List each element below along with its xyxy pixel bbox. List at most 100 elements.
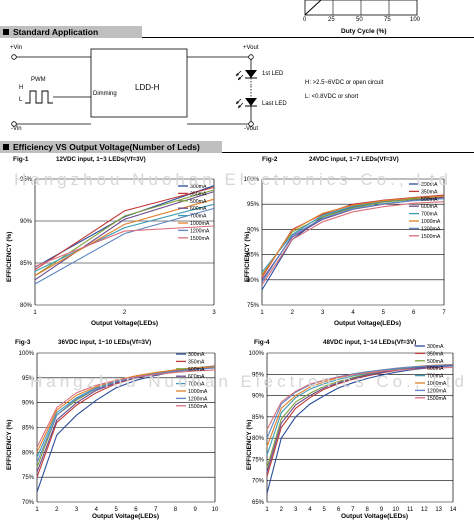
- fig-label: Fig-4: [254, 339, 270, 346]
- led-first-label: 1st LED: [262, 71, 284, 77]
- duty-tick-0: 0: [303, 17, 307, 23]
- fig-label: Fig-3: [15, 339, 31, 346]
- x-tick-label: 2: [123, 310, 127, 316]
- series-line-350mA: [266, 364, 454, 477]
- y-tick-label: 90%: [252, 394, 265, 400]
- section-title: Efficiency VS Output Voltage(Number of L…: [13, 142, 200, 152]
- x-axis-label: Output Voltage(LEDs): [91, 320, 159, 327]
- y-tick-label: 75%: [247, 303, 260, 309]
- legend-label: 700mA: [188, 382, 205, 388]
- note-low: L: <0.8VDC or short: [305, 94, 359, 100]
- x-tick-label: 11: [407, 507, 414, 513]
- y-tick-label: 95%: [20, 177, 33, 183]
- x-tick-label: 10: [392, 507, 399, 513]
- legend-label: 1500mA: [421, 234, 441, 240]
- series-line-300mA: [266, 365, 454, 494]
- pwm-low-label: L: [19, 97, 23, 103]
- series-line-700mA: [34, 203, 215, 272]
- y-tick-label: 85%: [252, 415, 265, 421]
- x-tick-label: 9: [194, 507, 198, 513]
- legend-label: 1000mA: [190, 221, 210, 227]
- x-tick-label: 3: [212, 310, 216, 316]
- y-tick-label: 75%: [252, 457, 265, 463]
- x-tick-label: 2: [291, 310, 295, 316]
- series-line-350mA: [34, 186, 215, 271]
- chart-fig-3: Fig-3 36VDC input, 1~10 LEDs(Vf=3V) 70% 7…: [0, 338, 237, 525]
- legend-label: 600mA: [427, 366, 444, 372]
- chart-title: 36VDC input, 1~10 LEDs(Vf=3V): [58, 339, 152, 346]
- x-tick-label: 2: [55, 507, 59, 513]
- y-tick-label: 95%: [22, 376, 35, 382]
- x-tick-label: 3: [75, 507, 79, 513]
- legend-label: 1200mA: [427, 388, 447, 394]
- y-tick-label: 75%: [22, 475, 35, 481]
- vin-minus-label: -Vin: [11, 126, 22, 132]
- y-tick-label: 90%: [20, 219, 33, 225]
- section-header-efficiency: Efficiency VS Output Voltage(Number of L…: [0, 141, 474, 153]
- series-line-600mA: [36, 366, 216, 473]
- x-tick-label: 7: [351, 507, 355, 513]
- dimming-label: Dimming: [93, 91, 117, 97]
- x-tick-label: 8: [174, 507, 178, 513]
- y-axis-label: EFFICIENCY (%): [246, 419, 253, 470]
- y-tick-label: 100%: [19, 351, 35, 357]
- x-tick-label: 4: [351, 310, 355, 316]
- chart-plot-3: 70% 75% 80% 85% 90% 95% 100% 1 2 3 4 5 6 7 8 9 10 300mA35…: [19, 351, 219, 513]
- vout-minus-label: -Vout: [244, 126, 259, 132]
- legend-label: 1200mA: [188, 396, 208, 402]
- legend-label: 1500mA: [188, 404, 208, 410]
- x-tick-label: 6: [412, 310, 416, 316]
- x-tick-label: 8: [365, 507, 369, 513]
- legend-label: 300mA: [190, 184, 207, 190]
- legend-label: 600mA: [190, 206, 207, 212]
- legend-label: 1500mA: [427, 396, 447, 402]
- y-tick-label: 70%: [22, 500, 35, 506]
- legend-label: 600mA: [421, 204, 438, 210]
- legend-label: 700mA: [421, 212, 438, 218]
- legend-label: 500mA: [190, 199, 207, 205]
- legend-label: 350mA: [188, 359, 205, 365]
- duty-tick-100: 100: [410, 17, 421, 23]
- bullet-square-icon: [3, 29, 9, 35]
- chart-fig-4: Fig-4 48VDC input, 1~14 LEDs(Vf=3V) 65% 7…: [237, 338, 474, 525]
- series-line-1500mA: [36, 369, 216, 448]
- x-tick-label: 6: [337, 507, 341, 513]
- duty-xlabel: Duty Cycle (%): [341, 28, 387, 35]
- x-tick-label: 5: [114, 507, 118, 513]
- x-tick-label: 4: [308, 507, 312, 513]
- legend-label: 350mA: [427, 351, 444, 357]
- x-tick-label: 5: [382, 310, 386, 316]
- legend-label: 300mA: [421, 182, 438, 188]
- x-axis-label: Output Voltage(LEDs): [334, 320, 402, 327]
- pwm-label: PWM: [31, 77, 46, 83]
- chart-fig-2: Fig-2 24VDC input, 1~7 LEDs(Vf=3V) 75% 80…: [237, 154, 474, 334]
- y-tick-label: 85%: [247, 253, 260, 259]
- x-tick-label: 1: [260, 310, 264, 316]
- duty-tick-25: 25: [328, 17, 335, 23]
- legend-label: 700mA: [427, 374, 444, 380]
- y-tick-label: 95%: [247, 202, 260, 208]
- y-tick-label: 80%: [252, 436, 265, 442]
- series-line-500mA: [266, 363, 454, 469]
- x-tick-label: 1: [35, 507, 39, 513]
- wiring-diagram: [11, 48, 257, 127]
- vin-plus-label: +Vin: [10, 45, 23, 51]
- x-tick-label: 10: [212, 507, 219, 513]
- y-tick-label: 80%: [22, 450, 35, 456]
- x-tick-label: 7: [442, 310, 446, 316]
- x-tick-label: 2: [280, 507, 284, 513]
- legend-label: 1000mA: [421, 219, 441, 225]
- y-tick-label: 80%: [20, 303, 33, 309]
- section-title: Standard Application: [13, 27, 99, 37]
- x-tick-label: 7: [154, 507, 158, 513]
- chart-title: 24VDC input, 1~7 LEDs(Vf=3V): [309, 156, 399, 163]
- legend-label: 300mA: [188, 352, 205, 358]
- series-line-600mA: [266, 364, 454, 473]
- y-tick-label: 95%: [252, 372, 265, 378]
- legend-label: 350mA: [421, 189, 438, 195]
- legend-label: 600mA: [188, 374, 205, 380]
- legend-label: 1000mA: [427, 381, 447, 387]
- x-tick-label: 9: [380, 507, 384, 513]
- device-label-text: LDD-H: [135, 83, 160, 92]
